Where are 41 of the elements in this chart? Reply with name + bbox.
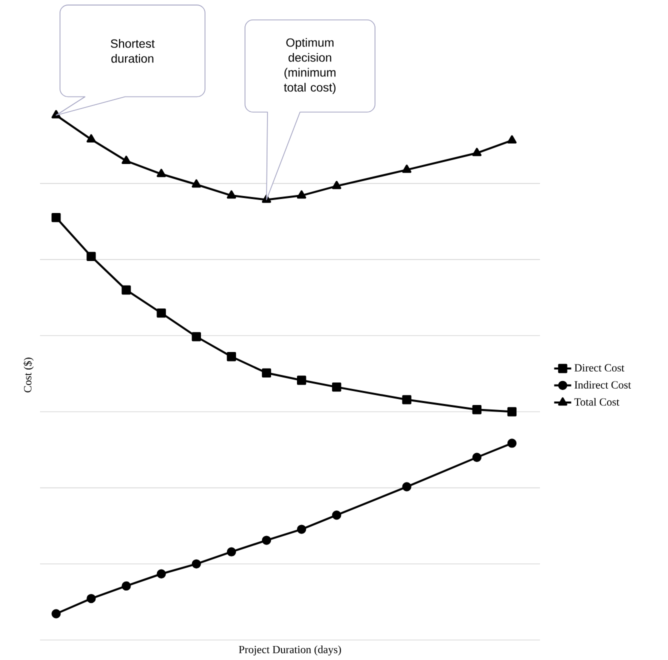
- point: [296, 376, 306, 385]
- point: [332, 382, 342, 392]
- point: [86, 134, 96, 142]
- point: [156, 569, 166, 578]
- point: [156, 308, 166, 318]
- point: [156, 168, 166, 178]
- point: [226, 352, 236, 362]
- point: [226, 547, 236, 556]
- point: [296, 190, 306, 199]
- point: [122, 285, 131, 295]
- point: [507, 438, 517, 448]
- point: [52, 212, 61, 222]
- point: [507, 407, 517, 416]
- point: [507, 135, 517, 144]
- y-axis-title: Cost ($): [23, 358, 34, 392]
- point: [226, 190, 236, 199]
- point: [332, 180, 342, 190]
- point: [262, 368, 272, 378]
- point: [122, 156, 131, 164]
- text: Shortest duration: [110, 39, 155, 63]
- point: [402, 482, 412, 492]
- point: [86, 252, 96, 261]
- legend-label: Total Cost: [574, 398, 620, 406]
- point: [262, 536, 272, 545]
- point: [192, 332, 201, 342]
- text: Optimum decision (minimum total cost): [284, 38, 336, 94]
- point: [86, 594, 96, 604]
- point: [472, 405, 482, 414]
- point: [192, 559, 201, 568]
- point: [192, 179, 202, 188]
- point: [296, 524, 306, 534]
- legend-label: Direct Cost: [574, 364, 624, 372]
- x-axis-title: Project Duration (days): [238, 646, 341, 656]
- point: [402, 164, 412, 173]
- point: [472, 452, 482, 462]
- point: [472, 148, 482, 156]
- point: [332, 510, 342, 520]
- point: [52, 609, 61, 618]
- legend-label: Indirect Cost: [574, 380, 632, 389]
- point: [402, 395, 412, 404]
- point: [122, 581, 131, 591]
